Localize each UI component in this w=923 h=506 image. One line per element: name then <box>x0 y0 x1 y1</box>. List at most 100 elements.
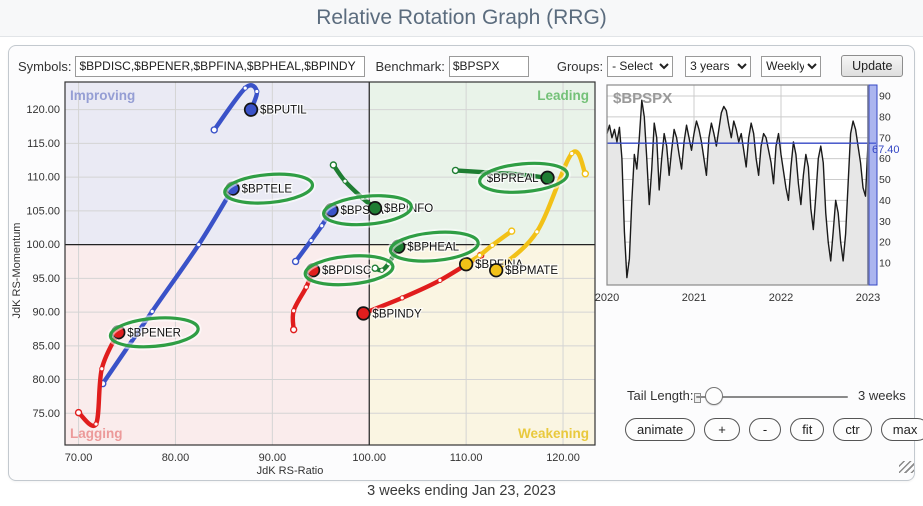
annotation-ellipse-$BPTELE <box>221 170 316 207</box>
zoom-out-button[interactable]: - <box>748 418 782 441</box>
y-tick-label: 100.00 <box>26 239 60 251</box>
rrg-tail-$BPENER <box>76 330 121 428</box>
benchmark-y-tick: 20 <box>879 237 891 249</box>
tail-dot <box>254 88 260 95</box>
rrg-marker-$BPMATE[interactable] <box>489 263 504 278</box>
rrg-tail-$BPREAL <box>453 168 550 181</box>
tail-length-slider-cap <box>694 393 701 403</box>
update-button[interactable]: Update <box>841 55 904 77</box>
benchmark-y-tick: 40 <box>879 195 891 207</box>
benchmark-line <box>606 99 869 279</box>
zoom-in-button[interactable]: + <box>704 418 740 441</box>
quadrant-label-lagging: Lagging <box>70 426 123 441</box>
x-tick-label: 70.00 <box>65 452 93 464</box>
tail-start-dot <box>289 325 298 334</box>
tail-dot <box>569 150 575 157</box>
tail-dot <box>242 85 248 91</box>
benchmark-input[interactable] <box>448 55 529 77</box>
tail-dot <box>477 252 483 259</box>
tail-dot <box>291 308 297 314</box>
resize-handle[interactable] <box>899 461 914 473</box>
benchmark-y-tick: 60 <box>879 153 891 165</box>
chart-position-slider[interactable] <box>868 84 878 286</box>
tail-length-label: Tail Length: <box>627 388 694 403</box>
benchmark-x-label: 2021 <box>682 292 706 304</box>
rrg-label-$BPDISC: $BPDISC <box>322 265 371 277</box>
y-tick-label: 75.00 <box>32 408 60 420</box>
rrg-label-$BPINDY: $BPINDY <box>372 308 422 320</box>
page-header: Relative Rotation Graph (RRG) <box>0 0 923 37</box>
benchmark-y-tick: 50 <box>879 174 891 186</box>
x-tick-label: 90.00 <box>259 452 287 464</box>
quadrant-label-improving: Improving <box>70 88 135 103</box>
rrg-marker-$BPREAL[interactable] <box>540 170 555 185</box>
y-tick-label: 85.00 <box>32 340 60 352</box>
tail-start-dot <box>329 161 338 169</box>
y-tick-label: 90.00 <box>32 307 60 319</box>
rrg-tail-$BPMATE <box>493 149 588 273</box>
y-tick-label: 95.00 <box>32 273 60 285</box>
rrg-chart[interactable]: Improving Leading Lagging Weakening $BPUTIL $… <box>10 78 610 476</box>
benchmark-y-tick: 10 <box>879 258 891 270</box>
quadrant-label-weakening: Weakening <box>518 426 589 441</box>
tail-length-slider-track[interactable] <box>696 396 848 398</box>
tail-length-row: Tail Length: 3 weeks <box>620 386 912 406</box>
y-tick-label: 120.00 <box>26 104 60 116</box>
rrg-label-$BPREAL: $BPREAL <box>487 173 539 185</box>
tail-dot <box>149 308 155 315</box>
tail-dot <box>93 421 99 427</box>
benchmark-chart[interactable]: 90 80 70 60 50 40 30 20 10 67.40 2020 2021 2022 2023 $… <box>588 80 923 310</box>
page-title: Relative Rotation Graph (RRG) <box>316 6 607 29</box>
period-select[interactable]: 3 years <box>685 55 752 77</box>
y-tick-label: 80.00 <box>32 374 60 386</box>
tail-start-dot <box>210 126 218 134</box>
symbols-input[interactable] <box>75 55 366 77</box>
annotation-ellipse-$BPSTA <box>320 192 415 229</box>
quadrant-leading <box>369 82 595 245</box>
animate-button[interactable]: animate <box>625 418 696 441</box>
tail-start-dot <box>507 227 516 235</box>
max-button[interactable]: max <box>880 418 923 441</box>
tail-start-dot <box>74 408 83 417</box>
tail-length-value: 3 weeks <box>858 388 906 403</box>
tail-start-dot <box>581 170 590 178</box>
tail-dot <box>399 295 405 301</box>
benchmark-frame <box>606 84 869 286</box>
tail-start-dot <box>451 166 460 175</box>
rrg-marker-$BPFINA[interactable] <box>458 257 474 272</box>
fit-button[interactable]: fit <box>790 418 825 441</box>
rrg-tail-$BPUTIL <box>212 83 260 133</box>
tail-dot <box>534 229 540 235</box>
benchmark-level-label: 67.40 <box>872 144 900 156</box>
frequency-select[interactable]: Weekly <box>761 55 822 77</box>
groups-select[interactable]: - Select - <box>607 55 674 77</box>
benchmark-y-tick: 90 <box>879 91 891 103</box>
annotation-ellipse-$BPREAL <box>476 159 571 196</box>
rrg-marker-$BPINDY[interactable] <box>356 306 371 321</box>
tail-dot <box>437 277 443 283</box>
benchmark-x-label: 2022 <box>769 292 793 304</box>
tail-dot <box>196 242 202 248</box>
quadrant-weakening <box>369 244 595 445</box>
tail-dot <box>308 237 314 244</box>
rrg-marker-$BPUTIL[interactable] <box>243 102 259 117</box>
rrg-label-$BPMATE: $BPMATE <box>505 265 558 277</box>
tail-dot <box>342 178 348 184</box>
toolbar: Symbols: Benchmark: Groups: - Select - 3… <box>18 54 908 78</box>
benchmark-y-tick: 30 <box>879 216 891 228</box>
rrg-marker-$BPINFO[interactable] <box>367 201 383 216</box>
chart-buttons: animate + - fit ctr max <box>625 418 923 444</box>
center-button[interactable]: ctr <box>833 418 872 441</box>
quadrant-label-leading: Leading <box>537 88 589 103</box>
benchmark-y-tick: 80 <box>879 111 891 123</box>
footer-caption: 3 weeks ending Jan 23, 2023 <box>367 483 556 499</box>
x-tick-label: 110.00 <box>450 452 483 464</box>
x-tick-label: 100.00 <box>352 452 386 464</box>
tail-length-slider-handle[interactable] <box>705 387 723 405</box>
y-tick-label: 115.00 <box>27 138 60 150</box>
tail-dot <box>379 267 385 273</box>
benchmark-y-tick: 70 <box>879 132 891 144</box>
rrg-label-$BPENER: $BPENER <box>127 327 181 339</box>
rrg-label-$BPUTIL: $BPUTIL <box>260 105 307 117</box>
